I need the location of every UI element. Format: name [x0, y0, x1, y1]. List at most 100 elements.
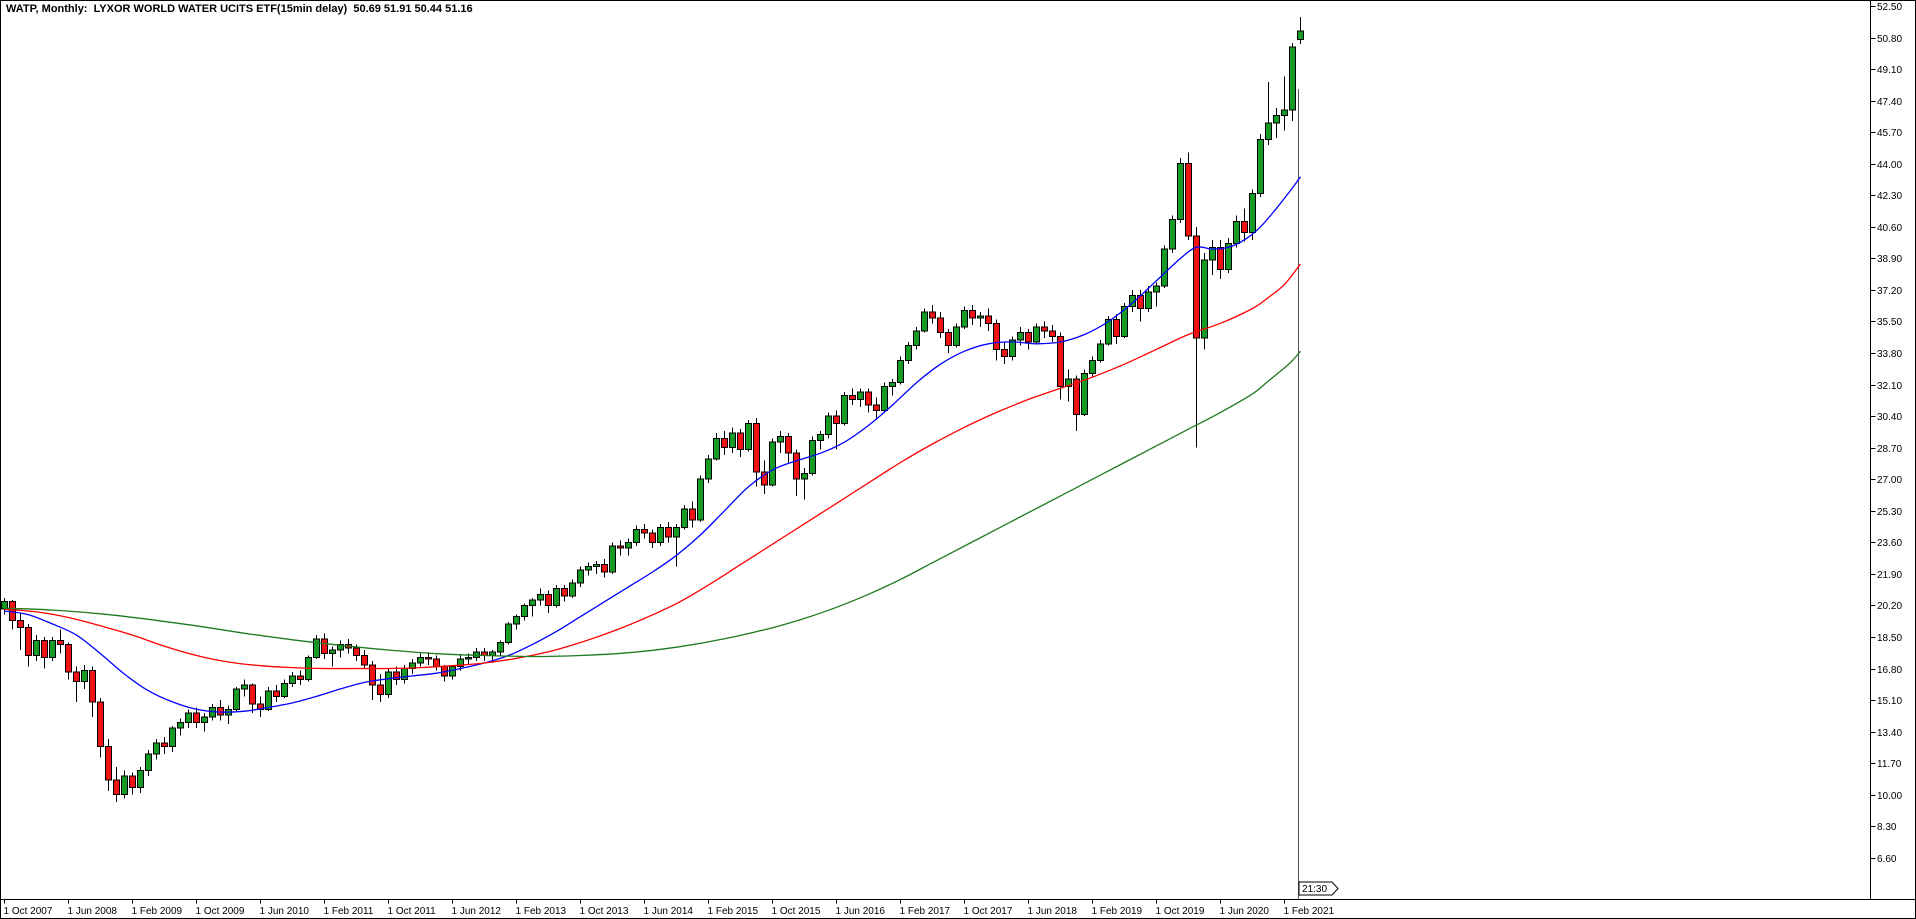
bull-candle [881, 382, 888, 413]
bear-candle [161, 737, 168, 754]
candle-body [801, 473, 808, 480]
candle-body [417, 656, 424, 664]
price-tick-label: 37.20 [1877, 286, 1902, 297]
bull-candle [169, 726, 176, 753]
candle-body [737, 432, 744, 451]
bull-candle [697, 475, 704, 522]
bull-candle [745, 419, 752, 452]
candle-body [625, 541, 632, 549]
bull-candle [569, 579, 576, 599]
bull-candle [1153, 282, 1160, 307]
bull-candle [705, 455, 712, 483]
bull-candle [713, 432, 720, 461]
bear-candle [57, 629, 64, 654]
candle-body [393, 671, 400, 681]
candle-body [449, 666, 456, 677]
bear-candle [217, 700, 224, 721]
price-tick-label: 44.00 [1877, 160, 1902, 171]
candle-body [121, 775, 128, 796]
bull-candle [1225, 237, 1232, 274]
price-tick-label: 25.30 [1877, 507, 1902, 518]
candle-body [793, 452, 800, 480]
bear-candle [945, 328, 952, 354]
bull-candle [1201, 252, 1208, 350]
time-tick-label: 1 Jun 2018 [1028, 906, 1078, 917]
bull-candle [153, 739, 160, 760]
current-time-tag-shape [1298, 881, 1339, 896]
bear-candle [65, 642, 72, 680]
bull-candle [201, 713, 208, 732]
candle-body [1177, 163, 1184, 220]
price-tick-label: 20.20 [1877, 601, 1902, 612]
candle-body [105, 745, 112, 781]
bear-candle [377, 674, 384, 702]
candle-body [329, 649, 336, 655]
candle-body [929, 311, 936, 319]
candle-body [1145, 291, 1152, 309]
candle-body [649, 532, 656, 543]
candle-body [993, 322, 1000, 350]
bear-candle [129, 772, 136, 795]
bear-candle [649, 529, 656, 548]
price-tick-label: 42.30 [1877, 191, 1902, 202]
bull-candle [857, 388, 864, 407]
bear-candle [97, 698, 104, 758]
bear-candle [1001, 341, 1008, 365]
candle-body [681, 508, 688, 528]
candle-body [1297, 30, 1304, 41]
bull-candle [953, 323, 960, 348]
bull-candle [537, 588, 544, 606]
candle-body [897, 359, 904, 384]
bear-candle [321, 633, 328, 660]
bull-candle [585, 562, 592, 576]
ma-medium-line [4, 263, 1302, 670]
bear-candle [561, 585, 568, 602]
time-tick-label: 1 Oct 2013 [580, 906, 629, 917]
bear-candle [193, 707, 200, 728]
bull-candle [409, 659, 416, 675]
bear-candle [1041, 321, 1048, 339]
price-axis[interactable]: 52.50 50.80 49.10 47.40 45.70 44.00 42.30 40.60… [1870, 2, 1903, 865]
time-tick-label: 1 Jun 2008 [68, 906, 118, 917]
candle-body [777, 436, 784, 443]
candle-body [881, 385, 888, 412]
candle-body [849, 395, 856, 400]
price-tick-label: 32.10 [1877, 381, 1902, 392]
bear-candle [41, 636, 48, 669]
time-axis[interactable]: 1 Oct 2007 1 Jun 2008 1 Feb 2009 1 Oct 2009… [4, 899, 1335, 918]
candle-body [857, 391, 864, 400]
bull-candle [633, 525, 640, 547]
candle-body [545, 593, 552, 606]
time-tick-label: 1 Oct 2015 [772, 906, 821, 917]
candle-body [73, 671, 80, 683]
bull-candle [233, 687, 240, 712]
candle-body [865, 391, 872, 406]
candle-body [457, 658, 464, 668]
candle-body [321, 638, 328, 655]
candle-body [41, 640, 48, 658]
candle-body [617, 545, 624, 549]
candle-body [705, 458, 712, 480]
bear-candle [1185, 152, 1192, 240]
candle-body [953, 326, 960, 347]
bull-candle [905, 341, 912, 365]
candle-body [1033, 326, 1040, 343]
candle-body [1009, 339, 1016, 358]
time-tick-label: 1 Feb 2019 [1092, 906, 1143, 917]
price-tick-label: 52.50 [1877, 2, 1902, 13]
bull-candle [49, 636, 56, 662]
candle-body [1273, 114, 1280, 124]
candle-body [745, 423, 752, 451]
candle-body [1241, 220, 1248, 233]
bear-candle [1217, 239, 1224, 279]
candle-body [513, 616, 520, 625]
price-tick-label: 38.90 [1877, 254, 1902, 265]
bear-candle [873, 397, 880, 420]
candle-body [689, 508, 696, 521]
candle-body [1225, 243, 1232, 271]
bull-candle [33, 635, 40, 662]
bull-candle [609, 542, 616, 574]
time-tick-label: 1 Oct 2017 [964, 906, 1013, 917]
bull-candle [529, 598, 536, 617]
